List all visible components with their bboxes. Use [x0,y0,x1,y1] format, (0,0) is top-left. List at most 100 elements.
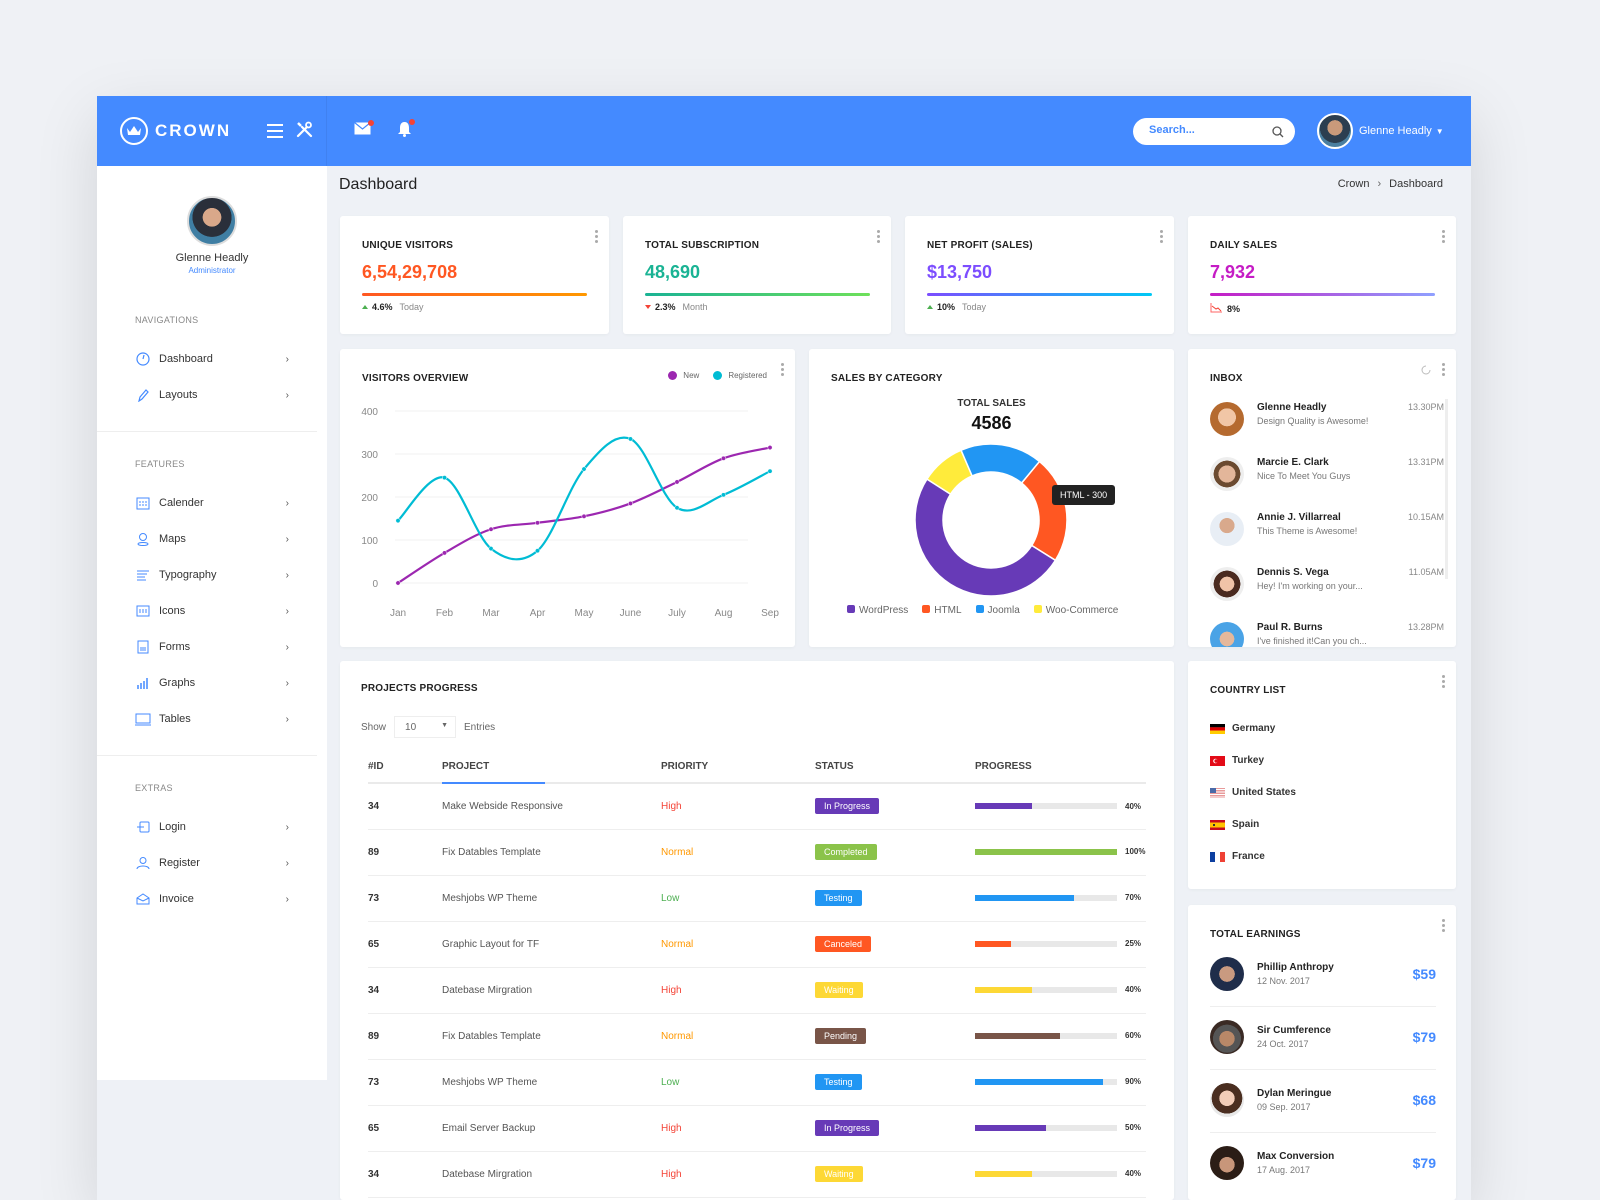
stat-card-unique-visitors: UNIQUE VISITORS 6,54,29,708 4.6% Today [340,216,609,334]
sidebar-item-login[interactable]: Login › [135,809,289,845]
message-time: 11.05AM [1408,567,1444,577]
stat-period: Today [399,302,424,312]
status-badge: In Progress [815,1120,880,1136]
profile-avatar[interactable] [187,196,237,246]
progress-percent: 40% [1125,1169,1142,1179]
stat-period: Month [682,302,708,312]
stat-bar [645,293,870,296]
sidebar-item-typography[interactable]: Typography › [135,557,289,593]
more-options-icon[interactable] [877,230,881,245]
refresh-icon[interactable] [1420,363,1432,381]
country-item[interactable]: France [1210,851,1265,862]
sidebar-item-calender[interactable]: Calender › [135,485,289,521]
more-options-icon[interactable] [1160,230,1164,245]
table-row[interactable]: 65 Graphic Layout for TF Normal Canceled 25% [368,921,1146,968]
more-options-icon[interactable] [1442,919,1446,934]
top-navbar: CROWN Glenne Headly ▼ [97,96,1471,166]
project-status-cell: In Progress [815,783,975,830]
table-row[interactable]: 73 Meshjobs WP Theme Low Testing 70% [368,875,1146,922]
project-progress-cell: 100% [975,829,1146,876]
earning-item[interactable]: Phillip Anthropy 12 Nov. 2017 $59 [1210,957,1436,991]
table-row[interactable]: 89 Fix Datables Template Normal Completed 10… [368,829,1146,876]
project-status-cell: Pending [815,1013,975,1060]
legend-wordpress[interactable]: WordPress [847,605,908,616]
country-item[interactable]: Spain [1210,819,1259,830]
legend-html[interactable]: HTML [922,605,962,616]
col-priority[interactable]: PRIORITY [661,751,815,784]
earning-item[interactable]: Max Conversion 17 Aug. 2017 $79 [1210,1146,1436,1180]
inbox-item[interactable]: Annie J. Villarreal This Theme is Awesome… [1210,512,1444,546]
sidebar-item-register[interactable]: Register › [135,845,289,881]
register-icon [135,855,151,871]
inbox-item[interactable]: Paul R. Burns I've finished it!Can you ch… [1210,622,1444,647]
more-options-icon[interactable] [1442,230,1446,245]
legend-registered[interactable]: Registered [713,371,767,381]
visitors-line-chart[interactable]: 0 100 200 300 400 Jan Feb Mar Apr May June July Aug S… [340,349,795,647]
project-name: Fix Datables Template [442,1013,661,1060]
tools-icon[interactable] [296,121,313,143]
earning-date: 24 Oct. 2017 [1257,1039,1309,1049]
chevron-right-icon: › [285,533,289,545]
search-icon[interactable] [1272,125,1284,143]
brand-name[interactable]: CROWN [155,121,232,140]
menu-toggle-icon[interactable] [267,124,283,138]
earning-date: 12 Nov. 2017 [1257,976,1310,986]
table-row[interactable]: 34 Datebase Mirgration High Waiting 40% [368,1151,1146,1198]
project-progress-cell: 25% [975,921,1146,968]
bell-icon[interactable] [397,119,415,142]
brand-area: CROWN [97,96,327,166]
progress-bar [975,848,1117,855]
legend-woo-commerce[interactable]: Woo-Commerce [1033,605,1118,616]
sidebar-item-layouts[interactable]: Layouts › [135,377,289,413]
legend-new[interactable]: New [668,371,699,381]
project-id: 89 [368,1013,442,1060]
col-progress[interactable]: PROGRESS [975,751,1146,784]
sidebar-item-dashboard[interactable]: Dashboard › [135,341,289,377]
sidebar-item-forms[interactable]: Forms › [135,629,289,665]
message-preview: Hey! I'm working on your... [1257,581,1363,591]
sidebar-item-tables[interactable]: Tables › [135,701,289,737]
nav-divider [97,755,317,756]
inbox-item[interactable]: Marcie E. Clark Nice To Meet You Guys 13.… [1210,457,1444,491]
search-input[interactable] [1149,124,1264,136]
calendar-icon [135,495,151,511]
table-row[interactable]: 89 Fix Datables Template Normal Pending 60% [368,1013,1146,1060]
sidebar-item-graphs[interactable]: Graphs › [135,665,289,701]
earning-item[interactable]: Sir Cumference 24 Oct. 2017 $79 [1210,1020,1436,1054]
col-project[interactable]: PROJECT [442,751,661,784]
more-options-icon[interactable] [1442,363,1446,378]
entries-select[interactable]: 10 ▼ [394,716,457,738]
country-item[interactable]: United States [1210,787,1296,798]
country-item[interactable]: Turkey [1210,755,1264,766]
earning-item[interactable]: Dylan Meringue 09 Sep. 2017 $68 [1210,1083,1436,1117]
table-row[interactable]: 65 Email Server Backup High In Progress 50% [368,1105,1146,1152]
sales-donut-chart[interactable] [809,349,1174,647]
country-item[interactable]: Germany [1210,723,1275,734]
stat-change: 8% [1227,303,1241,314]
col-id[interactable]: #ID [368,751,442,784]
stat-value: 48,690 [645,262,701,282]
col-status[interactable]: STATUS [815,751,975,784]
breadcrumb-crown[interactable]: Crown [1337,178,1370,190]
dashboard-icon [135,351,151,367]
stat-bar [927,293,1152,296]
user-menu[interactable]: Glenne Headly ▼ [1317,113,1444,149]
mail-icon[interactable] [354,120,374,140]
inbox-item[interactable]: Dennis S. Vega Hey! I'm working on your..… [1210,567,1444,601]
project-id: 34 [368,967,442,1014]
inbox-item[interactable]: Glenne Headly Design Quality is Awesome! … [1210,402,1444,436]
legend-joomla[interactable]: Joomla [975,605,1020,616]
table-row[interactable]: 34 Datebase Mirgration High Waiting 40% [368,967,1146,1014]
more-options-icon[interactable] [595,230,599,245]
table-row[interactable]: 34 Make Webside Responsive High In Progress… [368,783,1146,830]
more-options-icon[interactable] [781,363,785,378]
card-title: SALES BY CATEGORY [831,373,943,384]
chevron-right-icon: › [285,893,289,905]
sidebar-item-maps[interactable]: Maps › [135,521,289,557]
sidebar-item-icons[interactable]: Icons › [135,593,289,629]
inbox-scrollbar[interactable] [1445,399,1448,579]
more-options-icon[interactable] [1442,675,1446,690]
sidebar-item-invoice[interactable]: Invoice › [135,881,289,917]
table-row[interactable]: 73 Meshjobs WP Theme Low Testing 90% [368,1059,1146,1106]
sidebar-item-label: Forms [159,641,191,653]
